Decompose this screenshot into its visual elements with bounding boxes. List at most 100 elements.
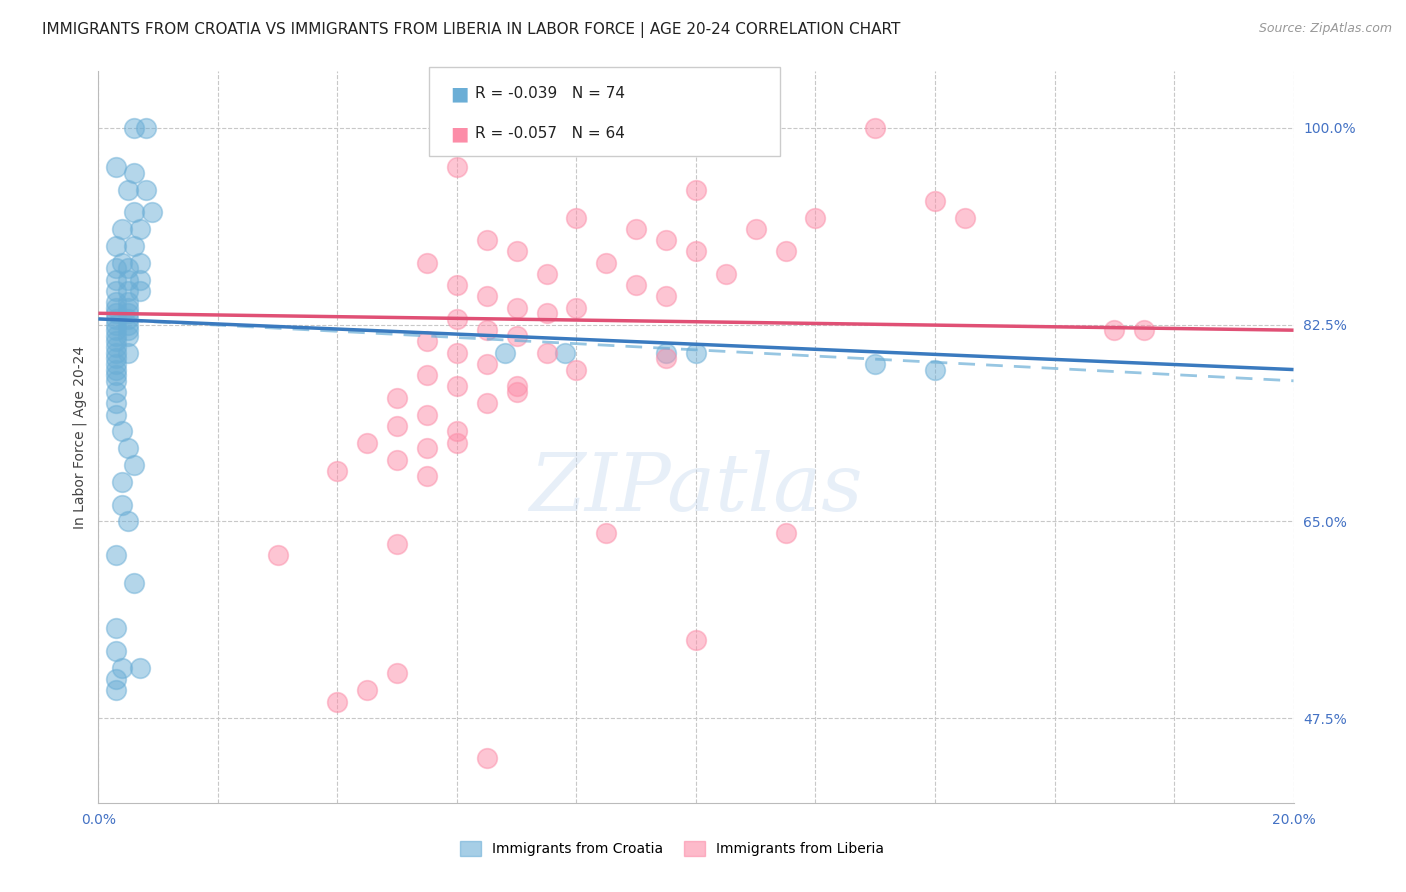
- Point: [924, 194, 946, 208]
- Y-axis label: In Labor Force | Age 20-24: In Labor Force | Age 20-24: [73, 345, 87, 529]
- Point: [124, 239, 146, 253]
- Point: [446, 278, 468, 293]
- Text: Source: ZipAtlas.com: Source: ZipAtlas.com: [1258, 22, 1392, 36]
- Point: [595, 525, 617, 540]
- Point: [117, 284, 139, 298]
- Point: [506, 385, 529, 400]
- Point: [105, 334, 128, 349]
- Point: [129, 284, 152, 298]
- Point: [105, 374, 128, 388]
- Point: [117, 515, 139, 529]
- Point: [804, 211, 827, 225]
- Point: [105, 357, 128, 371]
- Point: [105, 351, 128, 366]
- Point: [554, 345, 576, 359]
- Point: [446, 312, 468, 326]
- Point: [356, 435, 378, 450]
- Point: [475, 289, 498, 303]
- Point: [124, 576, 146, 591]
- Point: [105, 385, 128, 400]
- Point: [124, 166, 146, 180]
- Point: [506, 328, 529, 343]
- Point: [117, 318, 139, 332]
- Point: [385, 452, 409, 467]
- Text: R = -0.039   N = 74: R = -0.039 N = 74: [475, 87, 626, 101]
- Text: ZIPatlas: ZIPatlas: [529, 450, 863, 527]
- Point: [775, 525, 797, 540]
- Point: [565, 301, 588, 315]
- Point: [745, 222, 768, 236]
- Point: [595, 255, 617, 269]
- Point: [446, 160, 468, 174]
- Point: [416, 442, 439, 456]
- Point: [111, 475, 134, 489]
- Point: [506, 379, 529, 393]
- Point: [129, 661, 152, 675]
- Point: [105, 284, 128, 298]
- Point: [105, 340, 128, 354]
- Text: R = -0.057   N = 64: R = -0.057 N = 64: [475, 127, 626, 141]
- Point: [105, 396, 128, 410]
- Point: [129, 272, 152, 286]
- Point: [124, 205, 146, 219]
- Point: [506, 244, 529, 259]
- Point: [135, 120, 157, 135]
- Point: [446, 345, 468, 359]
- Text: ■: ■: [450, 84, 468, 103]
- Point: [565, 211, 588, 225]
- Point: [129, 222, 152, 236]
- Point: [105, 160, 128, 174]
- Point: [385, 537, 409, 551]
- Point: [117, 182, 139, 196]
- Point: [655, 345, 678, 359]
- Point: [655, 289, 678, 303]
- Point: [111, 222, 134, 236]
- Point: [267, 548, 290, 562]
- Point: [117, 345, 139, 359]
- Point: [105, 621, 128, 635]
- Point: [494, 345, 516, 359]
- Point: [105, 672, 128, 686]
- Point: [111, 255, 134, 269]
- Point: [685, 632, 707, 647]
- Point: [446, 425, 468, 439]
- Point: [111, 498, 134, 512]
- Point: [714, 267, 737, 281]
- Point: [111, 425, 134, 439]
- Point: [117, 295, 139, 310]
- Point: [105, 323, 128, 337]
- Point: [475, 751, 498, 765]
- Point: [475, 357, 498, 371]
- Point: [326, 694, 349, 708]
- Point: [105, 312, 128, 326]
- Point: [105, 345, 128, 359]
- Point: [326, 464, 349, 478]
- Point: [105, 318, 128, 332]
- Point: [117, 272, 139, 286]
- Point: [685, 345, 707, 359]
- Point: [416, 469, 439, 483]
- Point: [117, 328, 139, 343]
- Point: [385, 391, 409, 405]
- Point: [105, 548, 128, 562]
- Point: [416, 408, 439, 422]
- Point: [953, 211, 976, 225]
- Point: [865, 120, 887, 135]
- Point: [446, 435, 468, 450]
- Text: IMMIGRANTS FROM CROATIA VS IMMIGRANTS FROM LIBERIA IN LABOR FORCE | AGE 20-24 CO: IMMIGRANTS FROM CROATIA VS IMMIGRANTS FR…: [42, 22, 901, 38]
- Point: [117, 261, 139, 276]
- Point: [105, 306, 128, 320]
- Point: [536, 267, 558, 281]
- Point: [117, 306, 139, 320]
- Point: [685, 182, 707, 196]
- Point: [416, 368, 439, 383]
- Point: [105, 362, 128, 376]
- Point: [117, 301, 139, 315]
- Point: [475, 396, 498, 410]
- Point: [865, 357, 887, 371]
- Point: [446, 379, 468, 393]
- Point: [385, 418, 409, 433]
- Point: [1104, 323, 1126, 337]
- Point: [105, 261, 128, 276]
- Point: [536, 306, 558, 320]
